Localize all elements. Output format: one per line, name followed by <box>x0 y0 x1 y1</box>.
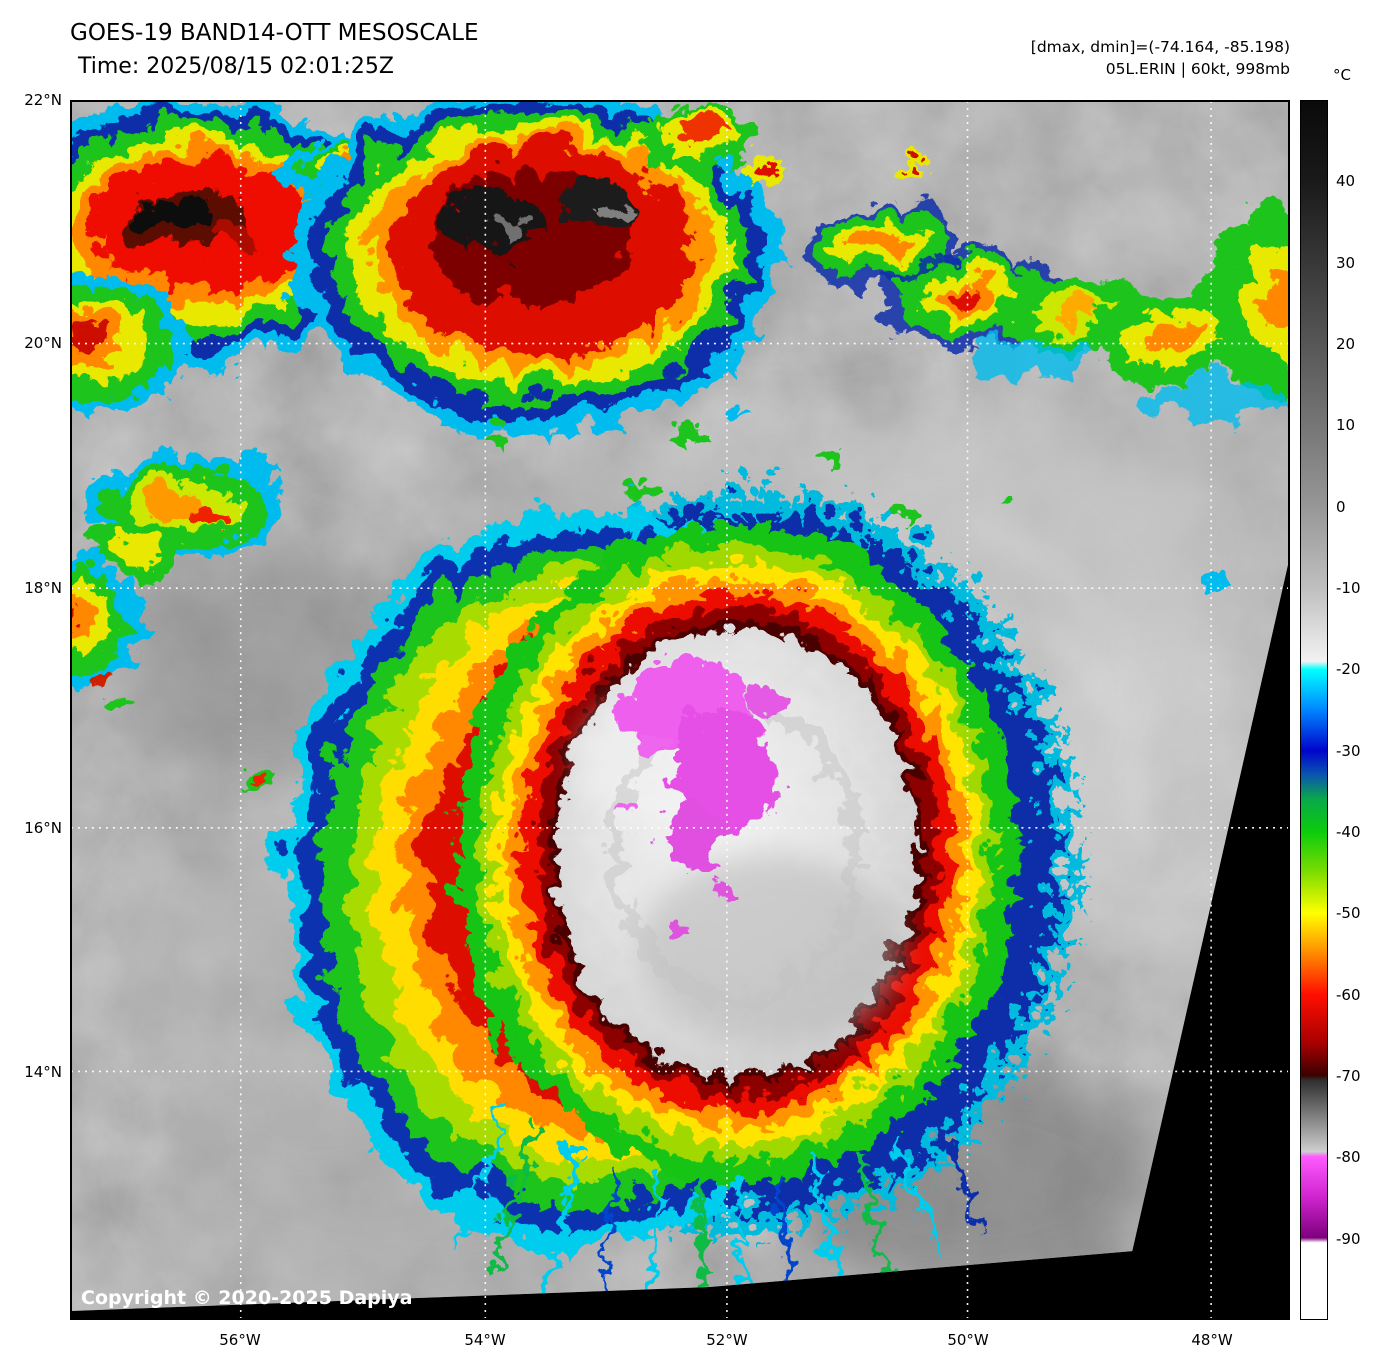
cell-cluster-west <box>80 445 276 569</box>
cell-west-edge-low <box>71 550 141 710</box>
colorbar-unit: °C <box>1333 66 1351 84</box>
lon-label: 50°W <box>947 1331 989 1349</box>
dmax-dmin-readout: [dmax, dmin]=(-74.164, -85.198) <box>1030 38 1290 56</box>
lon-label: 48°W <box>1191 1331 1233 1349</box>
colorbar-tick-label: -20 <box>1336 660 1361 679</box>
gravity-wave-spikes <box>447 1091 978 1312</box>
top-edge-cells <box>632 101 924 178</box>
colorbar-tick-label: 10 <box>1336 416 1356 435</box>
colorbar-tick-label: -60 <box>1336 985 1361 1004</box>
lat-label: 14°N <box>24 1062 62 1081</box>
cold-overshoot-magenta <box>618 650 778 929</box>
lat-label: 20°N <box>24 334 62 353</box>
colorbar-tick-label: -90 <box>1336 1229 1361 1248</box>
product-title: GOES-19 BAND14-OTT MESOSCALE <box>70 20 479 46</box>
colorbar <box>1300 100 1328 1320</box>
lat-label: 16°N <box>24 818 62 837</box>
colorbar-tick-label: -70 <box>1336 1067 1361 1085</box>
colorbar-tick-label: -80 <box>1336 1148 1361 1167</box>
colorbar-tick-label: -30 <box>1336 741 1361 760</box>
convective-blob-north <box>280 101 770 424</box>
convective-band-northeast <box>795 196 1289 411</box>
colorbar-tick-label: 20 <box>1336 335 1356 353</box>
lon-label: 54°W <box>464 1331 506 1349</box>
copyright-watermark: Copyright © 2020-2025 Dapiya <box>81 1287 413 1309</box>
hurricane-eyewall-rings <box>449 515 1011 1175</box>
lon-label: 52°W <box>706 1331 748 1349</box>
data-swath <box>71 101 1289 1312</box>
timestamp: Time: 2025/08/15 02:01:25Z <box>78 54 394 79</box>
storm-info: 05L.ERIN | 60kt, 998mb <box>1105 60 1290 78</box>
lon-label: 56°W <box>219 1331 261 1349</box>
colorbar-tick-label: -40 <box>1336 823 1361 841</box>
colorbar-tick-label: 0 <box>1336 497 1346 516</box>
map-border <box>71 101 1289 1319</box>
satellite-map: Copyright © 2020-2025 Dapiya <box>70 100 1290 1320</box>
satellite-image <box>71 101 1289 1319</box>
colorbar-tick-label: 30 <box>1336 253 1356 272</box>
colorbar-tick-label: 40 <box>1336 172 1356 191</box>
graticule <box>71 101 1289 1319</box>
colorbar-tick-label: -50 <box>1336 904 1361 923</box>
lat-label: 22°N <box>24 91 62 109</box>
colorbar-tick-label: -10 <box>1336 579 1361 597</box>
lat-label: 18°N <box>24 578 62 597</box>
